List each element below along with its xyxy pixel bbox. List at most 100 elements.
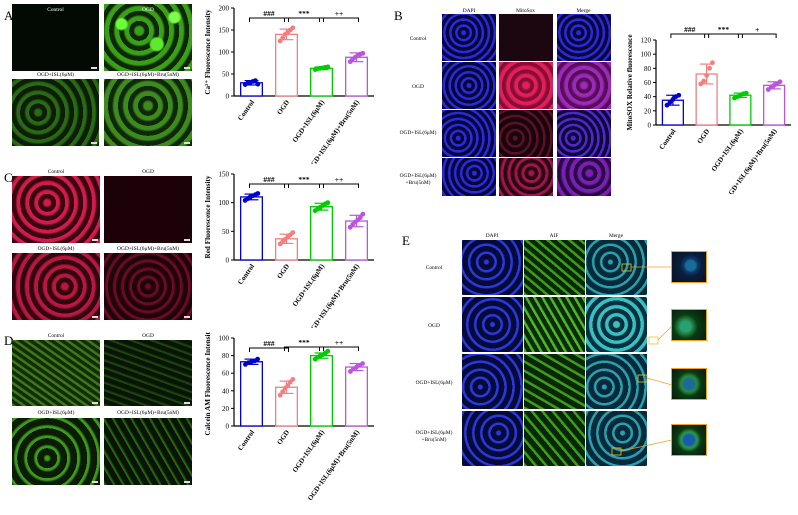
significance-bracket — [284, 346, 324, 351]
x-tick-label: Control — [658, 128, 678, 152]
y-tick-label: 150 — [219, 27, 230, 35]
image-label-a-control: Control — [47, 7, 64, 13]
micrograph-a-isl — [12, 79, 99, 146]
significance-bracket — [249, 347, 289, 352]
y-tick-label: 80 — [644, 65, 652, 73]
panel-label-b: B — [394, 8, 403, 23]
significance-marker: ### — [263, 339, 275, 348]
x-tick-label: Control — [236, 99, 256, 123]
scale-bar — [184, 481, 190, 483]
row-label-e-control: Control — [425, 265, 443, 271]
image-label-c-isl: OGD+ISL(6μM) — [37, 246, 75, 252]
data-point — [325, 348, 331, 354]
column-label-b-merge: Merge — [576, 8, 591, 14]
significance-bracket — [670, 33, 710, 38]
data-point — [290, 376, 296, 382]
micrograph-e-islbru-merge — [586, 411, 647, 466]
significance-bracket — [284, 183, 324, 188]
column-label-e-aif: AIF — [549, 233, 559, 239]
micrograph-e-control-aif — [524, 240, 585, 295]
micrograph-a-ogd — [104, 4, 192, 71]
y-axis-label: Calcein AM Fluorescence Intensity — [204, 332, 212, 436]
y-tick-label: 50 — [222, 71, 230, 79]
panel-label-d: D — [4, 333, 14, 348]
row-label-b-ogd: OGD — [412, 84, 424, 90]
y-axis-label: Ca²⁺ Fluorescence Intensity — [204, 9, 212, 95]
data-point — [676, 92, 682, 98]
x-tick-label: Control — [236, 263, 256, 287]
y-tick-label: 100 — [219, 49, 230, 57]
significance-marker: ### — [263, 9, 275, 18]
micrograph-b-ogd-merge — [557, 62, 611, 109]
y-tick-label: 0 — [226, 257, 230, 265]
y-tick-label: 80 — [222, 352, 230, 360]
column-label-e-dapi: DAPI — [485, 233, 499, 239]
y-tick-label: 100 — [219, 199, 230, 207]
column-label-b-dapi: DAPI — [462, 8, 476, 14]
data-point — [255, 356, 260, 362]
image-label-c-islbru: OGD+ISL(6μM)+Bru(5nM) — [117, 246, 179, 252]
x-tick-label: OGD+ISL(6μM) — [291, 262, 327, 308]
y-tick-label: 120 — [641, 37, 652, 45]
panel-label-c: C — [4, 170, 13, 185]
micrograph-b-control-mitosox — [499, 14, 553, 61]
image-label-a-isl: OGD+ISL(6μM) — [37, 72, 74, 78]
y-tick-label: 0 — [226, 423, 230, 431]
bar-isl — [310, 67, 334, 97]
data-point — [743, 90, 749, 96]
image-label-d-control: Control — [47, 333, 65, 339]
micrograph-b-isl-mitosox — [499, 110, 553, 157]
micrograph-e-islbru-aif — [524, 411, 585, 466]
bar-isl — [310, 206, 334, 261]
data-point — [252, 78, 258, 83]
x-tick-label: Control — [236, 429, 256, 453]
panel-e-zoom-overlay — [611, 263, 673, 456]
y-tick-label: 20 — [644, 107, 652, 115]
bar-islbru — [344, 366, 368, 427]
data-point — [285, 383, 291, 388]
significance-marker: ### — [684, 25, 696, 34]
micrograph-e-isl-dapi — [462, 354, 523, 409]
zoom-box-isl — [637, 374, 648, 383]
bar-control — [240, 361, 264, 427]
scale-bar — [184, 67, 190, 69]
micrograph-e-control-dapi — [462, 240, 523, 295]
micrograph-e-ogd-dapi — [462, 297, 523, 352]
zoom-connector-ogd — [657, 325, 673, 341]
micrograph-e-control-merge — [586, 240, 647, 295]
y-tick-label: 100 — [219, 335, 230, 343]
image-label-a-ogd: OGD — [142, 7, 154, 13]
data-point — [360, 50, 366, 56]
significance-marker: *** — [298, 338, 310, 347]
data-point — [280, 389, 286, 395]
micrograph-d-control — [12, 340, 100, 406]
micrograph-c-ogd — [104, 176, 192, 243]
row-label-e-ogd: OGD — [428, 323, 440, 329]
bar-ogd — [275, 33, 299, 97]
bar-chart-b: 0 20 40 60 80 100 120 MitoSOX Relative fluoresc… — [626, 25, 791, 194]
micrograph-e-islbru-dapi — [462, 411, 523, 466]
panel-label-e: E — [402, 233, 410, 248]
row-label-e-islbru: OGD+ISL(6μM) +Bru(5nM) — [415, 430, 453, 443]
micrograph-a-control — [12, 4, 99, 71]
row-label-b-isl: OGD+ISL(6μM) — [399, 130, 437, 136]
significance-marker: *** — [718, 25, 730, 34]
micrograph-b-islbru-mitosox — [499, 158, 553, 196]
bar-chart-d: 0 20 40 60 80 100 Calcein AM Fluorescence Inte… — [204, 332, 374, 502]
row-label-b-islbru: OGD+ISL(6μM) +Bru(5nM) — [399, 173, 437, 186]
significance-marker: *** — [298, 175, 310, 184]
y-tick-label: 50 — [222, 228, 230, 236]
data-point — [701, 78, 707, 84]
micrograph-b-ogd-mitosox — [499, 62, 553, 109]
row-label-e-isl: OGD+ISL(6μM) — [415, 380, 453, 386]
significance-marker: ++ — [335, 9, 344, 18]
significance-bracket — [249, 183, 289, 188]
micrograph-b-ogd-dapi — [442, 62, 496, 109]
y-axis-label: Red Fluorescence Intensity — [204, 175, 212, 258]
micrograph-e-ogd-merge — [586, 297, 647, 352]
image-label-c-ogd: OGD — [142, 169, 154, 175]
micrograph-b-isl-merge — [557, 110, 611, 157]
significance-marker: ++ — [335, 175, 344, 184]
bar-isl — [310, 354, 334, 427]
data-point — [357, 215, 363, 220]
